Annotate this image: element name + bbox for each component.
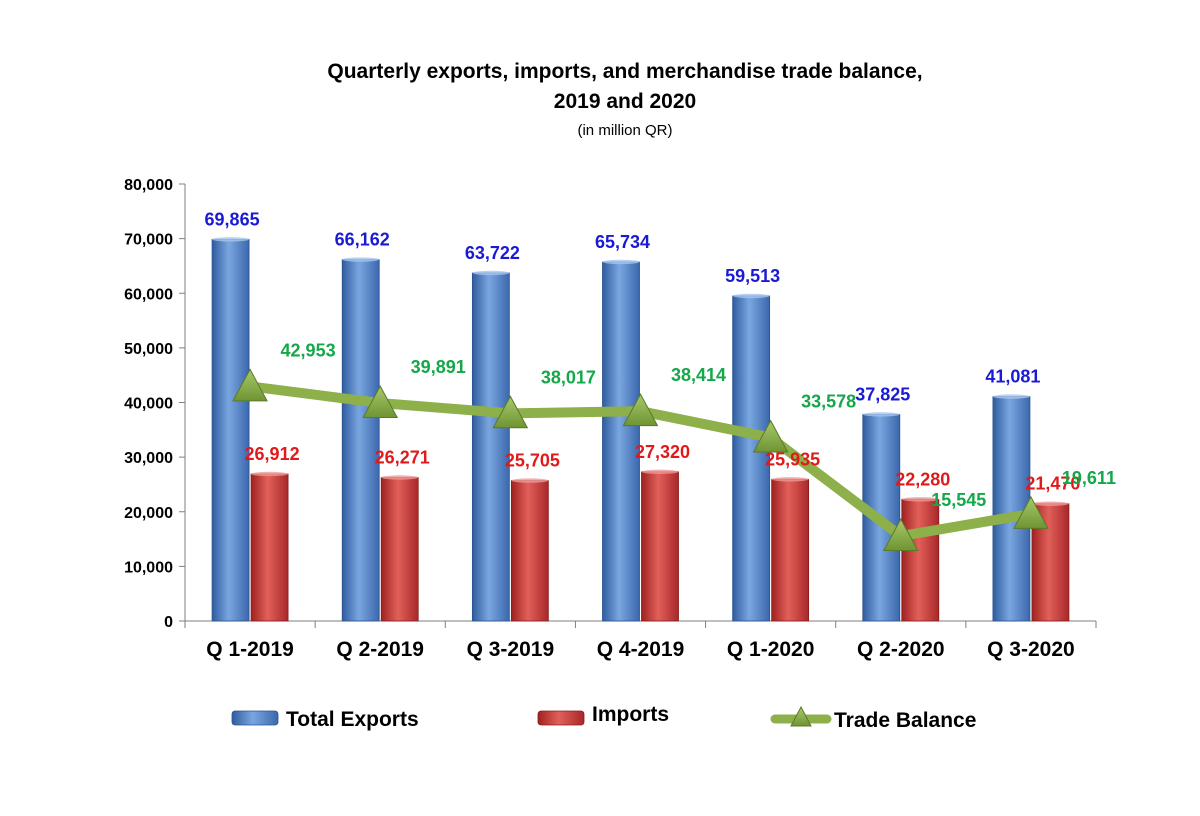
bar-total-exports: [471, 272, 510, 622]
legend-swatch-exports: [231, 710, 279, 726]
data-label-trade-balance: 15,545: [931, 490, 986, 510]
legend-marker-trade-balance: [790, 705, 812, 727]
data-label-trade-balance: 19,611: [1062, 468, 1116, 488]
bar-imports: [901, 498, 940, 622]
data-label-trade-balance: 33,578: [801, 392, 856, 412]
data-label-trade-balance: 42,953: [281, 340, 336, 360]
data-label-exports: 41,081: [985, 367, 1040, 387]
x-tick-label: Q 1-2019: [206, 638, 294, 661]
data-label-imports: 26,912: [245, 444, 300, 464]
bar-imports: [641, 471, 679, 622]
bar-cap-exports: [212, 237, 250, 242]
bar-total-exports: [602, 261, 640, 622]
bar-imports: [250, 473, 289, 622]
bar-cap-imports: [641, 469, 679, 474]
bar-cap-imports: [251, 471, 289, 477]
chart-title-line2: 2019 and 2020: [553, 90, 697, 113]
x-tick-label: Q 2-2019: [336, 638, 424, 661]
bar-total-exports: [341, 259, 380, 622]
chart-subtitle: (in million QR): [577, 122, 673, 139]
y-tick-label: 60,000: [124, 286, 173, 303]
data-label-trade-balance: 39,891: [411, 357, 466, 377]
data-label-imports: 26,271: [375, 447, 430, 467]
trade-balance-marker: [1013, 495, 1049, 529]
bar-cap-imports: [381, 475, 419, 480]
legend-item-imports: Imports: [537, 703, 669, 726]
x-tick-label: Q 2-2020: [857, 638, 945, 661]
bar-cap-imports: [511, 478, 549, 483]
bar-imports: [380, 477, 419, 622]
trade-balance-marker: [362, 385, 399, 419]
bar-cap-exports: [992, 394, 1030, 399]
bar-total-exports: [992, 396, 1031, 622]
y-tick-label: 20,000: [124, 505, 173, 522]
data-label-imports: 25,935: [765, 449, 820, 469]
legend-item-total-exports: Total Exports: [231, 708, 419, 731]
y-tick-label: 0: [164, 614, 173, 631]
trade-balance-marker: [232, 368, 268, 402]
data-label-trade-balance: 38,017: [541, 367, 596, 387]
data-label-exports: 65,734: [595, 232, 650, 252]
trade-balance-marker: [622, 393, 659, 427]
x-tick-label: Q 3-2019: [467, 638, 555, 661]
data-label-imports: 22,280: [895, 469, 950, 489]
data-label-imports: 21,470: [1025, 474, 1080, 494]
trade-balance-marker: [752, 419, 789, 453]
legend-swatch-imports: [537, 710, 585, 726]
data-label-exports: 37,825: [855, 384, 910, 404]
y-tick-label: 70,000: [124, 232, 173, 249]
bar-cap-imports: [1031, 501, 1069, 506]
bar-cap-imports: [901, 497, 939, 502]
bar-imports: [510, 480, 549, 622]
legend-item-trade-balance: Trade Balance: [770, 705, 976, 732]
y-tick-label: 30,000: [124, 450, 173, 467]
x-tick-label: Q 4-2019: [597, 638, 685, 661]
data-label-exports: 66,162: [335, 230, 390, 250]
bar-cap-exports: [472, 270, 510, 276]
y-tick-label: 80,000: [124, 177, 173, 194]
trade-balance-marker: [492, 395, 529, 429]
data-label-exports: 59,513: [725, 266, 780, 286]
legend-label-imports: Imports: [592, 703, 669, 726]
x-tick-label: Q 3-2020: [987, 638, 1075, 661]
legend-label-exports: Total Exports: [286, 708, 419, 731]
trade-balance-marker: [882, 518, 919, 552]
bar-cap-exports: [342, 257, 380, 262]
bar-cap-exports: [732, 293, 770, 299]
bar-total-exports: [211, 238, 250, 622]
bar-imports: [771, 478, 810, 622]
y-tick-label: 10,000: [124, 559, 173, 576]
chart-title: Quarterly exports, imports, and merchand…: [327, 60, 923, 83]
data-label-exports: 69,865: [205, 209, 260, 229]
y-tick-label: 50,000: [124, 341, 173, 358]
bar-cap-imports: [771, 477, 809, 482]
bar-cap-exports: [862, 412, 900, 417]
data-label-trade-balance: 38,414: [671, 365, 726, 385]
data-label-exports: 63,722: [465, 243, 520, 263]
bar-total-exports: [732, 295, 771, 622]
legend-label-trade-balance: Trade Balance: [834, 709, 976, 732]
x-tick-label: Q 1-2020: [727, 638, 815, 661]
y-tick-label: 40,000: [124, 396, 173, 413]
bar-cap-exports: [602, 259, 640, 265]
data-label-imports: 25,705: [505, 451, 560, 471]
data-label-imports: 27,320: [635, 442, 690, 462]
